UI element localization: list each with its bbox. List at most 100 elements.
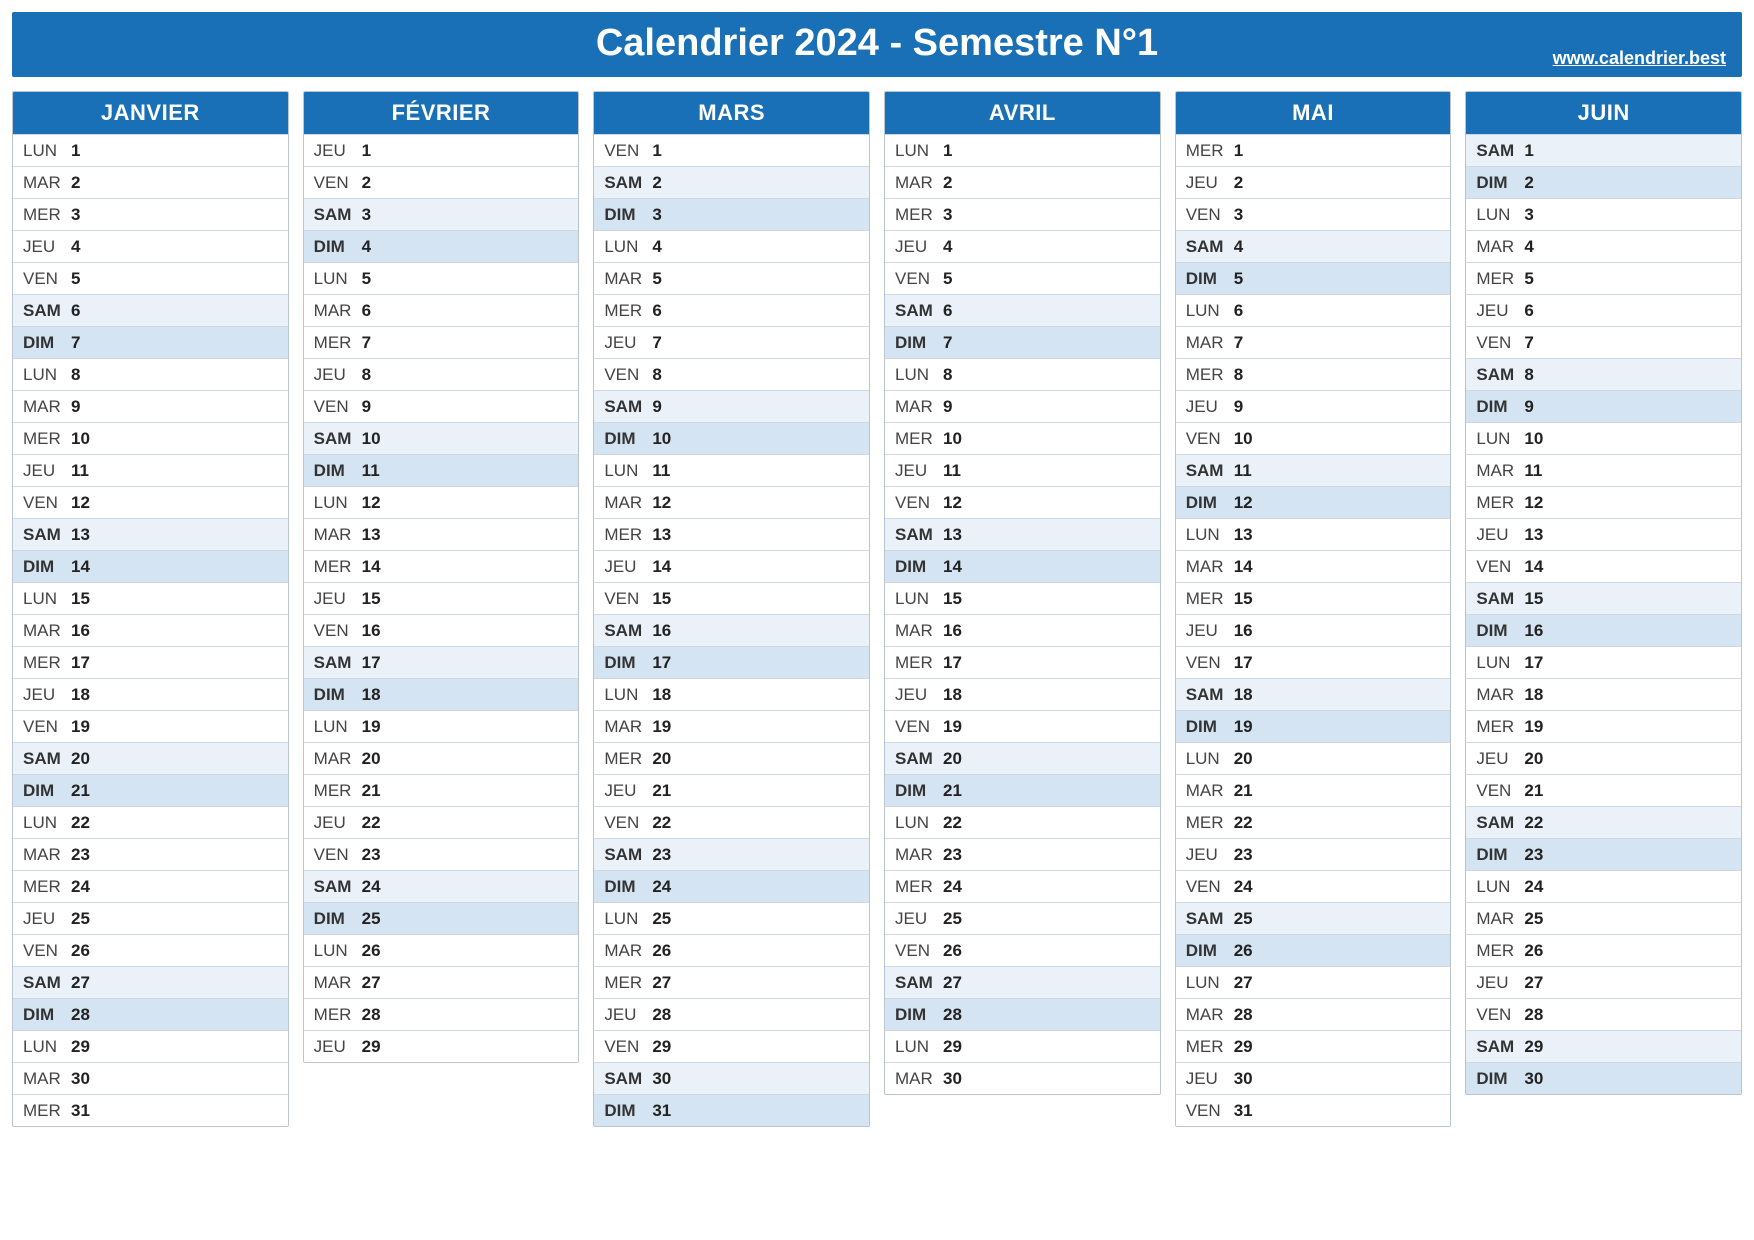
day-row: MAR28 [1176, 998, 1451, 1030]
day-number: 26 [362, 941, 381, 961]
month-column: AVRILLUN1MAR2MER3JEU4VEN5SAM6DIM7LUN8MAR… [884, 91, 1161, 1095]
day-abbr: MAR [604, 493, 652, 513]
day-row: VEN7 [1466, 326, 1741, 358]
day-abbr: VEN [604, 365, 652, 385]
day-number: 1 [362, 141, 371, 161]
page-title: Calendrier 2024 - Semestre N°1 [596, 22, 1158, 64]
day-number: 13 [362, 525, 381, 545]
day-abbr: JEU [314, 813, 362, 833]
day-number: 20 [652, 749, 671, 769]
day-row: JEU15 [304, 582, 579, 614]
day-row: MER15 [1176, 582, 1451, 614]
day-abbr: LUN [604, 685, 652, 705]
day-abbr: MER [1186, 141, 1234, 161]
day-number: 21 [943, 781, 962, 801]
day-number: 1 [71, 141, 80, 161]
day-abbr: SAM [1476, 1037, 1524, 1057]
day-row: MAR9 [13, 390, 288, 422]
months-grid: JANVIERLUN1MAR2MER3JEU4VEN5SAM6DIM7LUN8M… [12, 91, 1742, 1127]
day-abbr: SAM [604, 397, 652, 417]
day-row: VEN2 [304, 166, 579, 198]
day-number: 2 [652, 173, 661, 193]
day-number: 6 [1234, 301, 1243, 321]
day-number: 26 [1234, 941, 1253, 961]
day-row: LUN15 [885, 582, 1160, 614]
day-abbr: VEN [1476, 333, 1524, 353]
day-row: MAR16 [885, 614, 1160, 646]
day-number: 14 [943, 557, 962, 577]
day-number: 19 [652, 717, 671, 737]
day-number: 18 [362, 685, 381, 705]
day-abbr: JEU [1476, 525, 1524, 545]
day-abbr: VEN [23, 717, 71, 737]
day-abbr: SAM [604, 1069, 652, 1089]
day-row: JEU20 [1466, 742, 1741, 774]
day-abbr: DIM [1186, 269, 1234, 289]
day-row: MER3 [885, 198, 1160, 230]
day-abbr: JEU [895, 685, 943, 705]
day-number: 2 [71, 173, 80, 193]
day-row: DIM17 [594, 646, 869, 678]
day-abbr: MAR [314, 525, 362, 545]
day-abbr: SAM [23, 301, 71, 321]
day-row: SAM27 [885, 966, 1160, 998]
day-row: JEU9 [1176, 390, 1451, 422]
day-row: VEN26 [885, 934, 1160, 966]
day-number: 16 [71, 621, 90, 641]
day-row: LUN17 [1466, 646, 1741, 678]
day-abbr: SAM [895, 749, 943, 769]
day-number: 25 [1234, 909, 1253, 929]
day-row: LUN19 [304, 710, 579, 742]
day-number: 30 [1234, 1069, 1253, 1089]
day-number: 10 [1524, 429, 1543, 449]
day-number: 27 [362, 973, 381, 993]
day-row: LUN13 [1176, 518, 1451, 550]
day-number: 27 [71, 973, 90, 993]
day-number: 31 [71, 1101, 90, 1121]
day-row: SAM22 [1466, 806, 1741, 838]
day-number: 22 [652, 813, 671, 833]
day-row: SAM30 [594, 1062, 869, 1094]
day-number: 12 [1524, 493, 1543, 513]
day-number: 31 [652, 1101, 671, 1121]
day-abbr: LUN [604, 909, 652, 929]
day-row: JEU4 [885, 230, 1160, 262]
day-number: 5 [1524, 269, 1533, 289]
day-row: DIM10 [594, 422, 869, 454]
day-number: 8 [71, 365, 80, 385]
day-number: 12 [1234, 493, 1253, 513]
day-abbr: JEU [895, 237, 943, 257]
day-row: LUN29 [885, 1030, 1160, 1062]
credit-link[interactable]: www.calendrier.best [1553, 48, 1726, 69]
day-number: 9 [1234, 397, 1243, 417]
day-row: MAR12 [594, 486, 869, 518]
day-row: DIM7 [13, 326, 288, 358]
day-row: SAM13 [885, 518, 1160, 550]
day-abbr: MER [314, 781, 362, 801]
day-row: MER26 [1466, 934, 1741, 966]
day-abbr: MAR [1186, 557, 1234, 577]
day-row: DIM28 [13, 998, 288, 1030]
day-abbr: MER [895, 877, 943, 897]
day-row: MER12 [1466, 486, 1741, 518]
day-abbr: LUN [604, 237, 652, 257]
day-row: JEU4 [13, 230, 288, 262]
day-row: MER28 [304, 998, 579, 1030]
day-number: 21 [1234, 781, 1253, 801]
day-number: 27 [1234, 973, 1253, 993]
day-row: MAR16 [13, 614, 288, 646]
day-number: 13 [943, 525, 962, 545]
day-row: MER14 [304, 550, 579, 582]
day-row: MER29 [1176, 1030, 1451, 1062]
day-row: VEN24 [1176, 870, 1451, 902]
day-row: SAM25 [1176, 902, 1451, 934]
day-number: 7 [1234, 333, 1243, 353]
day-row: SAM23 [594, 838, 869, 870]
day-number: 17 [943, 653, 962, 673]
month-column: JUINSAM1DIM2LUN3MAR4MER5JEU6VEN7SAM8DIM9… [1465, 91, 1742, 1095]
day-number: 31 [1234, 1101, 1253, 1121]
day-row: VEN23 [304, 838, 579, 870]
day-number: 17 [1524, 653, 1543, 673]
day-row: MER5 [1466, 262, 1741, 294]
day-number: 14 [362, 557, 381, 577]
